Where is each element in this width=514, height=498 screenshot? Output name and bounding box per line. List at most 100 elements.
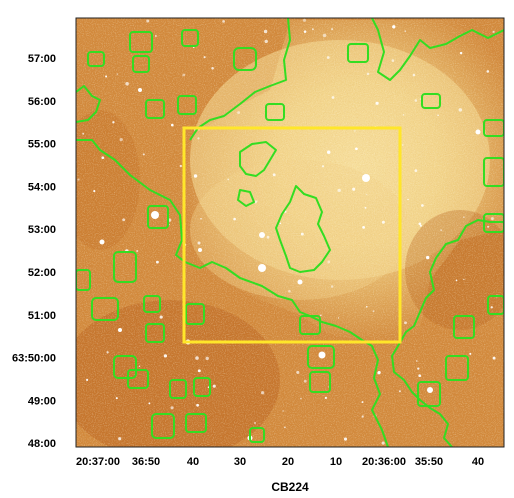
- star: [352, 187, 356, 191]
- star: [193, 174, 198, 178]
- star: [343, 437, 348, 441]
- star: [198, 248, 202, 252]
- ra-tick-label: 20:37:00: [76, 456, 120, 468]
- star: [412, 73, 416, 77]
- star: [392, 25, 396, 29]
- star: [151, 211, 159, 219]
- star: [324, 396, 327, 399]
- star: [487, 225, 490, 228]
- star: [297, 279, 303, 285]
- dec-tick-label: 55:00: [28, 139, 56, 151]
- star: [227, 178, 230, 181]
- star: [261, 391, 265, 395]
- star: [300, 397, 302, 400]
- contour-north: [189, 18, 291, 141]
- dec-tick-label: 56:00: [28, 96, 56, 108]
- star: [170, 406, 174, 410]
- star: [259, 232, 265, 238]
- star: [418, 374, 422, 378]
- sky-image: [76, 18, 504, 447]
- star: [415, 360, 418, 362]
- dec-tick-label: 54:00: [28, 181, 56, 193]
- star: [354, 130, 356, 132]
- ra-tick-label: 40: [187, 456, 199, 468]
- star: [440, 229, 443, 232]
- star: [253, 421, 257, 425]
- star: [288, 289, 291, 293]
- star: [112, 121, 115, 124]
- star: [115, 397, 118, 400]
- dec-tick-label: 52:00: [28, 267, 56, 279]
- ra-tick-label: 20: [282, 456, 294, 468]
- star: [458, 108, 463, 112]
- dec-tick-label: 63:50:00: [12, 353, 56, 365]
- highlight-box: [182, 126, 402, 344]
- star: [375, 101, 379, 105]
- star: [203, 56, 206, 59]
- star: [320, 314, 322, 316]
- star: [119, 137, 123, 142]
- star: [311, 28, 314, 31]
- star: [326, 56, 330, 59]
- dec-tick-label: 51:00: [28, 310, 56, 322]
- star: [455, 279, 458, 282]
- star: [197, 241, 201, 245]
- star: [222, 20, 225, 23]
- star: [391, 59, 395, 62]
- star: [362, 174, 370, 182]
- star: [402, 113, 405, 116]
- star: [142, 153, 145, 156]
- figure-caption: CB224: [271, 480, 309, 494]
- star: [233, 217, 236, 221]
- star: [419, 98, 422, 100]
- dec-tick-label: 49:00: [28, 395, 56, 407]
- ra-tick-label: 30: [234, 456, 246, 468]
- star: [372, 310, 375, 313]
- star: [355, 147, 358, 151]
- star: [148, 402, 151, 405]
- contour-main: [76, 139, 389, 447]
- star: [193, 129, 196, 131]
- star: [105, 75, 108, 78]
- star: [427, 387, 433, 393]
- star: [205, 356, 209, 361]
- star: [337, 188, 341, 193]
- star: [362, 226, 365, 229]
- star: [296, 370, 300, 374]
- star: [418, 222, 422, 225]
- star: [492, 356, 496, 360]
- star: [116, 73, 119, 75]
- star: [381, 220, 385, 224]
- star: [256, 200, 258, 202]
- dec-tick-label: 48:00: [28, 438, 56, 450]
- star: [404, 30, 407, 32]
- dec-tick-label: 53:00: [28, 224, 56, 236]
- star: [198, 129, 200, 131]
- star: [118, 437, 122, 441]
- star: [365, 305, 368, 308]
- image-border: [75, 17, 505, 448]
- star: [125, 82, 129, 86]
- star: [272, 173, 276, 177]
- star: [361, 415, 364, 418]
- star: [138, 88, 142, 92]
- star: [419, 224, 422, 227]
- star: [302, 18, 307, 22]
- contour-center-2: [275, 185, 331, 273]
- star: [331, 28, 334, 31]
- ra-tick-label: 20:36:00: [362, 456, 406, 468]
- star: [159, 315, 163, 319]
- star: [197, 369, 201, 373]
- star: [398, 390, 401, 393]
- ra-tick-label: 10: [330, 456, 342, 468]
- ra-tick-label: 35:50: [415, 456, 443, 468]
- star: [414, 99, 418, 102]
- star: [404, 321, 407, 325]
- star: [179, 164, 182, 168]
- dec-tick-label: 57:00: [28, 53, 56, 65]
- star: [136, 250, 139, 252]
- star: [182, 73, 186, 77]
- star: [475, 129, 481, 135]
- star: [86, 378, 89, 381]
